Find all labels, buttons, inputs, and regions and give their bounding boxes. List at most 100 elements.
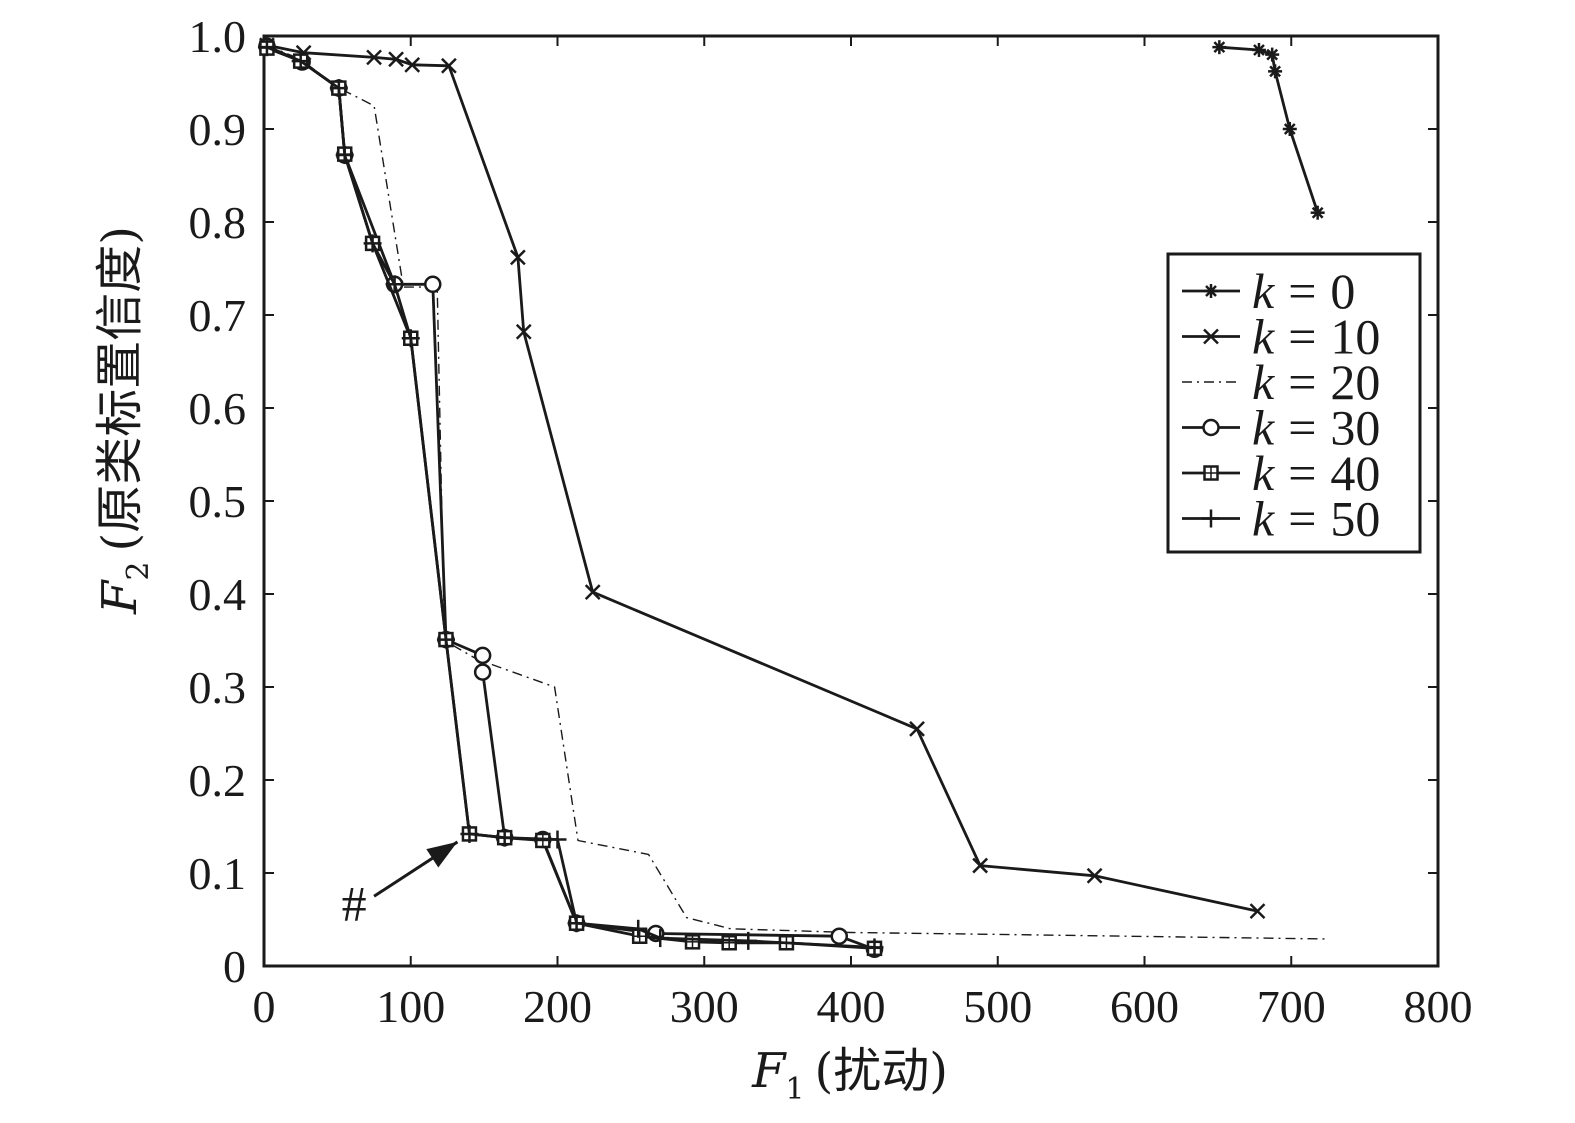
- legend-entry: k = 20: [1182, 354, 1380, 410]
- series-k-50-point: [567, 914, 586, 933]
- series-k-10-point: [584, 584, 601, 601]
- x-tick-label: 700: [1257, 981, 1326, 1032]
- y-tick-label: 0.5: [189, 476, 247, 527]
- y-tick-label: 0.7: [189, 290, 247, 341]
- annotation-arrowhead: [426, 841, 458, 868]
- y-tick-label: 0.2: [189, 755, 247, 806]
- series-k-40-point: [684, 934, 701, 950]
- series-k-50-point: [363, 234, 382, 253]
- legend-marker: [1204, 284, 1218, 298]
- x-axis-label-main: F: [751, 1043, 787, 1099]
- axis-ticks: 0 100 200 300 400 500 600 700 800 0 0.1 0.2 0.3 0.4 0.…: [189, 11, 1473, 1032]
- legend-label: k = 0: [1252, 263, 1355, 319]
- legend-marker: [1202, 509, 1220, 528]
- series-k-10-point: [909, 720, 925, 737]
- y-axis-label: F2 (原类标置信度): [92, 226, 156, 615]
- annotation-label: #: [342, 875, 367, 931]
- series-k-50-point: [401, 329, 420, 348]
- series-layer: [257, 37, 1328, 959]
- series-k-0-point: [1282, 122, 1297, 136]
- x-tick-label: 100: [376, 981, 445, 1032]
- y-axis-label-paren: (原类标置信度): [92, 226, 148, 551]
- series-k-30-point: [424, 275, 442, 294]
- y-tick-label: 0.6: [189, 383, 247, 434]
- x-tick-label: 600: [1110, 981, 1179, 1032]
- y-tick-label: 0.3: [189, 662, 247, 713]
- series-k-50-point: [548, 830, 567, 849]
- series-k-50-point: [436, 630, 455, 649]
- legend-marker: [1203, 465, 1219, 481]
- series-k-50-point: [495, 828, 514, 847]
- x-tick-label: 0: [253, 981, 276, 1032]
- x-tick-label: 800: [1404, 981, 1473, 1032]
- series-k-50-point: [385, 275, 404, 294]
- legend-entry: k = 10: [1182, 309, 1380, 365]
- legend-entry: k = 40: [1182, 445, 1380, 501]
- series-k-40-point: [721, 935, 737, 951]
- series-k-10-point: [1249, 903, 1266, 920]
- series-k-0-point: [1268, 64, 1283, 79]
- series-k-50-point: [460, 824, 479, 843]
- series-k-50-point: [257, 38, 276, 57]
- legend-marker: [1203, 328, 1219, 345]
- series-k-40-point: [535, 832, 551, 849]
- y-tick-label: 0.4: [189, 569, 247, 620]
- x-tick-label: 500: [963, 981, 1032, 1032]
- series-k-30-point: [830, 927, 849, 945]
- series-k-50-point: [291, 52, 310, 71]
- legend-label: k = 30: [1252, 400, 1380, 456]
- series-k-20: [266, 44, 1328, 940]
- series-k-50-point: [739, 931, 758, 950]
- series-k-50: [257, 38, 884, 957]
- x-tick-label: 300: [670, 981, 739, 1032]
- series-k-0-point: [1310, 205, 1325, 220]
- y-axis-label-main: F: [92, 579, 148, 615]
- series-k-20-line: [266, 44, 1328, 940]
- series-k-0-point: [1212, 40, 1227, 55]
- x-tick-label: 400: [817, 981, 886, 1032]
- series-k-10-point: [515, 323, 532, 340]
- x-axis-label-paren: (扰动): [814, 1043, 947, 1099]
- annotation: #: [342, 840, 459, 931]
- series-k-10-point: [388, 51, 404, 68]
- legend-label: k = 20: [1252, 354, 1380, 410]
- series-k-50-line: [266, 45, 875, 949]
- series-k-50-point: [335, 146, 354, 165]
- legend-entry: k = 0: [1182, 263, 1355, 319]
- legend-entry: k = 30: [1182, 400, 1380, 456]
- series-k-10-point: [972, 857, 989, 874]
- series-k-10-point: [509, 249, 526, 266]
- y-tick-label: 0.9: [189, 104, 247, 155]
- legend: k = 0k = 10k = 20k = 30k = 40k = 50: [1166, 252, 1422, 554]
- legend-entry: k = 50: [1182, 491, 1380, 547]
- series-k-10-point: [441, 57, 457, 74]
- series-k-10-point: [366, 49, 382, 66]
- series-k-30-point: [473, 646, 492, 665]
- series-k-40-point: [631, 928, 648, 944]
- series-k-30-point: [473, 663, 492, 681]
- legend-box: [1166, 252, 1422, 554]
- x-tick-label: 200: [523, 981, 592, 1032]
- series-k-50-point: [629, 919, 648, 938]
- legend-label: k = 40: [1252, 445, 1380, 501]
- x-axis-label: F1 (扰动): [751, 1043, 948, 1107]
- series-k-50-point: [865, 938, 884, 957]
- series-k-50-point: [651, 929, 670, 948]
- legend-label: k = 10: [1252, 309, 1380, 365]
- y-tick-label: 0: [223, 941, 246, 992]
- x-axis-label-sub: 1: [785, 1072, 804, 1107]
- series-k-0: [1212, 40, 1325, 220]
- legend-label: k = 50: [1252, 491, 1380, 547]
- legend-marker: [1202, 418, 1220, 437]
- series-k-10-point: [404, 56, 421, 73]
- y-tick-label: 1.0: [189, 11, 247, 62]
- series-k-10-point: [1086, 867, 1103, 884]
- series-k-10: [259, 37, 1266, 920]
- series-k-50-point: [329, 79, 348, 98]
- series-k-0-point: [1265, 47, 1280, 62]
- series-k-0-point: [1251, 42, 1266, 57]
- y-tick-label: 0.8: [189, 197, 247, 248]
- y-tick-label: 0.1: [189, 848, 247, 899]
- y-axis-label-sub: 2: [121, 562, 156, 581]
